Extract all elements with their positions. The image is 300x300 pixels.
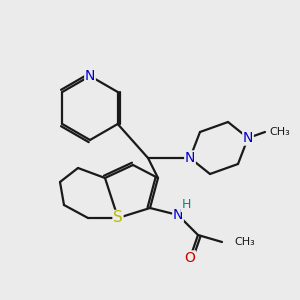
Text: O: O <box>184 251 195 265</box>
Text: N: N <box>185 151 195 165</box>
Text: N: N <box>173 208 183 222</box>
Text: S: S <box>113 211 123 226</box>
Text: N: N <box>243 131 253 145</box>
Text: H: H <box>181 199 191 212</box>
Text: CH₃: CH₃ <box>269 127 290 137</box>
Text: N: N <box>85 69 95 83</box>
Text: CH₃: CH₃ <box>234 237 255 247</box>
